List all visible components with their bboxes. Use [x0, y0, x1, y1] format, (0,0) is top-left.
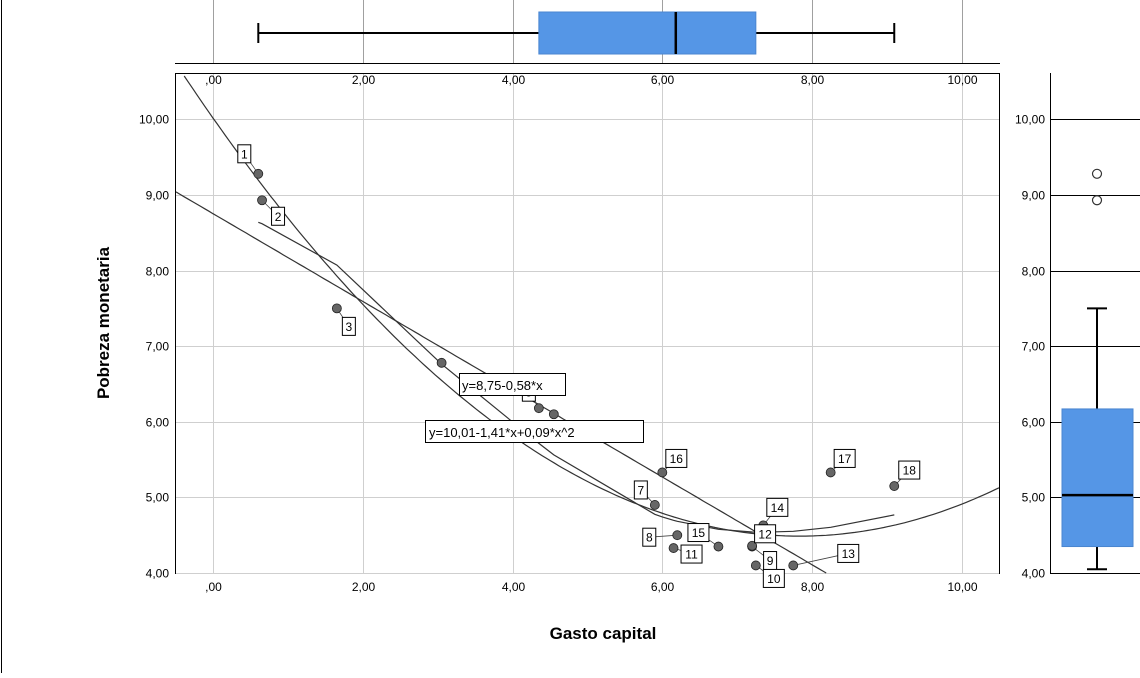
point-label-text: 10 [767, 572, 781, 586]
data-point [672, 530, 683, 541]
equation-text-linear: y=8,75-0,58*x [462, 378, 543, 393]
data-point [548, 409, 559, 420]
point-label-box [237, 144, 252, 164]
y-tick-label-right: 4,00 [1022, 567, 1046, 581]
equation-text-quadratic: y=10,01-1,41*x+0,09*x^2 [429, 425, 575, 440]
tick-label-layer: ,00 ,00 2,00 2,00 4,00 4,00 6,00 6,00 8,00 8,00 10… [139, 73, 1045, 594]
point-label-box [633, 480, 648, 500]
point-label-text: 17 [838, 452, 852, 466]
y-tick-label-right: 10,00 [1015, 113, 1045, 127]
point-label-text: 2 [275, 210, 282, 224]
x-tick-label-bottom: ,00 [205, 580, 222, 594]
equation-box-quadratic [425, 420, 644, 443]
point-label-text: 18 [903, 464, 917, 478]
point-layer [253, 168, 900, 571]
data-point [649, 500, 660, 510]
data-point [657, 467, 668, 478]
x-tick-label-bottom: 6,00 [651, 580, 675, 594]
point-label-text: 7 [637, 483, 644, 497]
point-label-box [665, 448, 688, 468]
x-tick-label-bottom: 2,00 [352, 580, 376, 594]
x-tick-label-top: 10,00 [947, 73, 977, 87]
data-point [533, 403, 544, 414]
x-tick-label-bottom: 8,00 [801, 580, 825, 594]
point-label-text: 14 [771, 501, 785, 515]
point-label-text: 13 [842, 547, 856, 561]
data-point [889, 481, 900, 491]
equation-annotation-linear: y=8,75-0,58*x [459, 373, 566, 396]
x-tick-label-top: 4,00 [502, 73, 526, 87]
y-tick-label-left: 6,00 [146, 416, 170, 430]
point-label-box [754, 524, 777, 544]
grid-layer [176, 0, 1140, 574]
point-label-box [762, 568, 785, 588]
point-label-text: 8 [646, 531, 653, 545]
point-label-box [680, 544, 703, 564]
y-tick-label-left: 9,00 [146, 189, 170, 203]
point-label-box [898, 460, 921, 480]
point-label-box [271, 206, 286, 226]
y-tick-label-right: 6,00 [1022, 416, 1046, 430]
data-point [668, 543, 679, 553]
point-label-box [642, 527, 657, 547]
x-tick-label-bottom: 10,00 [947, 580, 977, 594]
point-label-text: 9 [767, 554, 774, 568]
y-tick-label-right: 9,00 [1022, 189, 1046, 203]
y-axis-title: Pobreza monetaria [94, 246, 113, 399]
point-label-text: 1 [241, 147, 248, 161]
y-tick-label-left: 7,00 [146, 340, 170, 354]
y-tick-label-left: 10,00 [139, 113, 169, 127]
y-tick-label-right: 5,00 [1022, 491, 1046, 505]
x-tick-label-top: 8,00 [801, 73, 825, 87]
data-point [257, 195, 267, 206]
data-point [750, 560, 761, 571]
quadratic-fit-curve [183, 75, 1000, 537]
data-point [747, 540, 757, 551]
y-tick-label-left: 5,00 [146, 491, 170, 505]
x-tick-label-top: 2,00 [352, 73, 376, 87]
data-point [713, 541, 724, 552]
point-label-box [766, 497, 789, 517]
point-label-text: 16 [670, 452, 684, 466]
boxplot-layer [257, 11, 1134, 571]
point-label-box [833, 448, 856, 468]
data-point [825, 467, 836, 478]
point-label-text: 12 [758, 527, 772, 541]
point-label-text: 3 [346, 320, 353, 334]
data-point [788, 560, 799, 571]
x-tick-label-bottom: 4,00 [502, 580, 526, 594]
x-tick-label-top: 6,00 [651, 73, 675, 87]
x-tick-label-top: ,00 [205, 73, 222, 87]
point-label-text: 15 [692, 526, 706, 540]
equation-box-linear [459, 373, 566, 396]
point-label-box [687, 523, 710, 543]
y-boxplot-outlier [1091, 168, 1103, 179]
x-axis-title: Gasto capital [550, 624, 657, 643]
y-tick-label-left: 4,00 [146, 567, 170, 581]
y-tick-label-left: 8,00 [146, 265, 170, 279]
y-tick-label-right: 7,00 [1022, 340, 1046, 354]
x-boxplot-box [538, 11, 757, 55]
point-label-text: 11 [685, 548, 698, 562]
y-boxplot-box [1061, 408, 1134, 548]
equation-annotation-quadratic: y=10,01-1,41*x+0,09*x^2 [425, 420, 644, 443]
data-point [436, 357, 447, 368]
point-label-box [341, 316, 356, 336]
y-boxplot-outlier [1091, 195, 1103, 206]
data-point [253, 168, 264, 179]
data-point [331, 303, 342, 314]
y-tick-label-right: 8,00 [1022, 265, 1046, 279]
point-label-box [837, 543, 860, 563]
